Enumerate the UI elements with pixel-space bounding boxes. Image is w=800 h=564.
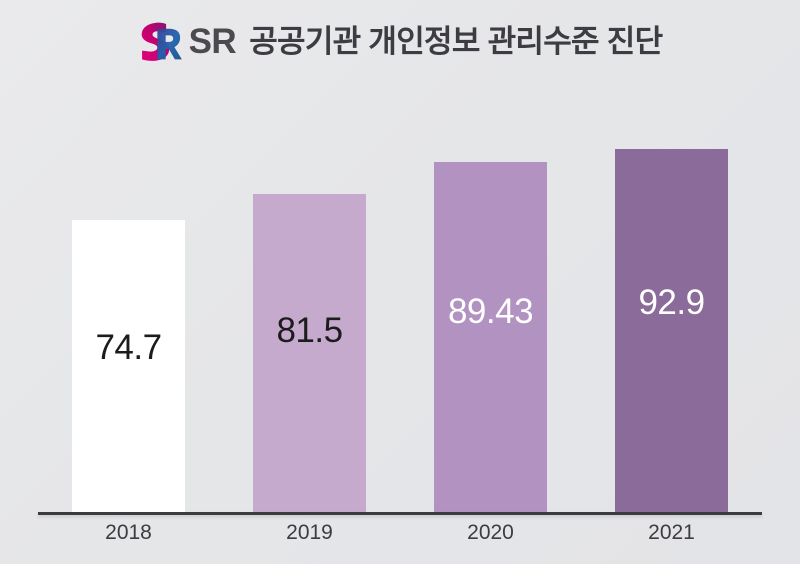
x-axis-label-2019: 2019 <box>286 521 333 544</box>
bar-2020: 89.43 <box>434 162 547 513</box>
x-axis-line <box>38 512 762 515</box>
bar-2018: 74.7 <box>72 220 185 513</box>
logo-wordmark: SR <box>188 21 237 61</box>
page-title: 공공기관 개인정보 관리수준 진단 <box>249 23 663 59</box>
x-axis-label-2020: 2020 <box>467 521 514 544</box>
sr-logo-icon <box>141 22 182 61</box>
x-axis-labels: 2018 2019 2020 2021 <box>38 519 762 553</box>
x-axis-label-2018: 2018 <box>105 521 152 544</box>
bar-2021: 92.9 <box>615 148 728 513</box>
chart-plot-area: 74.7 81.5 89.43 92.9 <box>38 86 762 513</box>
chart-header: SR 공공기관 개인정보 관리수준 진단 <box>0 12 800 70</box>
bar-value-label: 89.43 <box>447 291 534 331</box>
bar-value-label: 92.9 <box>638 283 705 323</box>
bar-value-label: 74.7 <box>95 327 162 367</box>
bar-2019: 81.5 <box>253 193 366 513</box>
x-axis-label-2021: 2021 <box>648 521 695 544</box>
bar-value-label: 81.5 <box>276 311 343 351</box>
